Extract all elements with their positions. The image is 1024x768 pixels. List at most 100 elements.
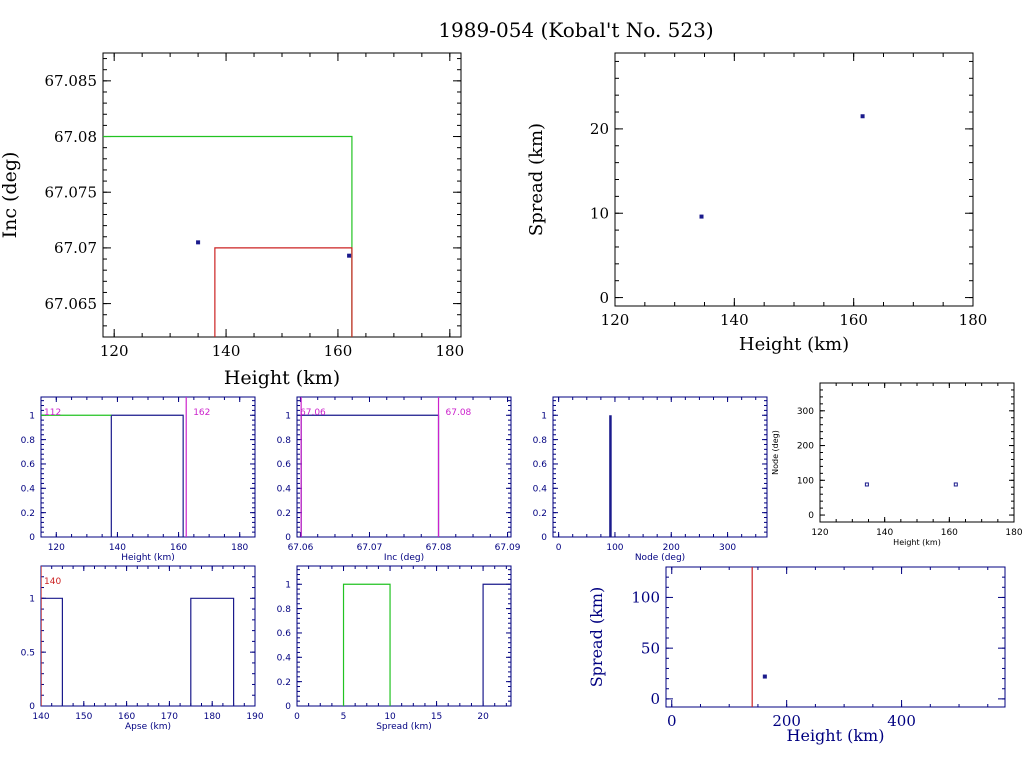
x-tick-label: 120 [48, 543, 65, 553]
plot-data [864, 482, 958, 487]
x-tick-label: 120 [811, 528, 828, 538]
y-axis-label: Node (deg) [771, 430, 780, 475]
annotation-label: 67.08 [446, 408, 472, 418]
plot-frame [102, 52, 462, 338]
x-tick-label: 160 [941, 528, 958, 538]
plot-frame [819, 382, 1015, 523]
green-box [103, 135, 353, 337]
y-tick-label: 0.5 [21, 648, 35, 658]
y-tick-label: 0.2 [21, 509, 35, 519]
plot-frame [40, 565, 256, 707]
y-tick-label: 0.8 [277, 436, 292, 446]
x-tick-label: 67.06 [288, 543, 314, 553]
x-axis-label: Node (deg) [635, 553, 685, 563]
x-tick-label: 120 [100, 342, 129, 360]
data-point [953, 482, 958, 487]
plot-frame [552, 396, 768, 538]
y-axis-label: Spread (km) [587, 587, 606, 688]
plot-node_vs_height: 120 140 160 180 0 100 200 300 Height (km) Node (d… [771, 382, 1023, 547]
y-tick-label: 0 [29, 533, 35, 543]
y-tick-label: 200 [797, 442, 814, 452]
x-tick-label: 67.07 [357, 543, 383, 553]
y-tick-label: 1 [285, 411, 291, 421]
y-tick-label: 1 [29, 594, 35, 604]
x-tick-label: 20 [477, 712, 489, 722]
x-tick-label: 0 [556, 543, 562, 553]
y-tick-label: 100 [631, 589, 660, 607]
data-point [699, 214, 704, 219]
plot-data [41, 397, 187, 537]
y-tick-label: 0 [599, 289, 609, 307]
x-axis-label: Height (km) [893, 538, 941, 547]
x-tick-label: 67.09 [495, 543, 521, 553]
annotation-label: 67.06 [300, 408, 326, 418]
plot-spread_vs_height: 120 140 160 180 0 10 20 Height (km) Spread (km) [526, 52, 988, 355]
x-tick-label: 400 [887, 712, 916, 730]
data-point [860, 114, 865, 119]
y-tick-label: 0.4 [21, 484, 36, 494]
plot-inc_vs_height: 120 140 160 180 67.065 67.07 67.075 67.08 67.085… [0, 52, 464, 389]
x-tick-label: 180 [1005, 528, 1022, 538]
x-tick-label: 140 [109, 543, 126, 553]
y-tick-label: 0.4 [533, 484, 548, 494]
y-tick-label: 0 [29, 702, 35, 712]
x-tick-label: 0 [294, 712, 300, 722]
x-axis-label: Height (km) [121, 553, 175, 563]
plot-spread_hist: 0 5 10 15 20 0 0.2 0.4 0.6 0.8 1 Spread (km) [277, 565, 512, 732]
y-tick-label: 67.065 [45, 295, 98, 313]
x-tick-label: 10 [384, 712, 396, 722]
y-tick-label: 0.8 [277, 605, 292, 615]
plot-data [103, 135, 353, 337]
y-axis-label: Inc (deg) [0, 152, 21, 239]
x-tick-label: 67.08 [426, 543, 452, 553]
x-tick-label: 0 [667, 712, 677, 730]
histogram-bar [482, 583, 511, 706]
x-tick-label: 100 [606, 543, 623, 553]
data-point [762, 674, 767, 679]
plot-data [699, 114, 865, 219]
x-axis-label: Height (km) [739, 334, 849, 355]
plot-apse_hist: 140 150 160 170 180 190 0 0.5 1 Apse (km) 140 [21, 565, 264, 732]
red-box [214, 247, 353, 337]
plot-data [41, 566, 235, 706]
y-tick-label: 0.8 [533, 436, 548, 446]
x-tick-label: 15 [431, 712, 442, 722]
x-tick-label: 200 [663, 543, 680, 553]
y-tick-label: 100 [797, 476, 814, 486]
annotation-label: 140 [44, 577, 61, 587]
x-axis-label: Inc (deg) [384, 553, 424, 563]
x-axis-label: Height (km) [787, 726, 885, 745]
plot-data [300, 397, 440, 537]
y-tick-label: 0.6 [533, 460, 548, 470]
x-tick-label: 200 [772, 712, 801, 730]
plot-frame [665, 566, 1006, 708]
y-tick-label: 1 [29, 411, 35, 421]
x-tick-label: 160 [170, 543, 187, 553]
histogram-bar [41, 597, 64, 706]
y-tick-label: 10 [590, 204, 609, 222]
y-tick-label: 1 [541, 411, 547, 421]
histogram-green-bar [342, 583, 391, 706]
y-tick-label: 67.08 [54, 128, 97, 146]
x-tick-label: 5 [341, 712, 347, 722]
y-tick-label: 0.4 [277, 653, 292, 663]
y-tick-label: 67.075 [45, 183, 98, 201]
x-tick-label: 160 [839, 311, 868, 329]
x-tick-label: 120 [601, 311, 630, 329]
x-tick-label: 190 [246, 712, 263, 722]
x-axis-label: Height (km) [224, 367, 340, 389]
y-tick-label: 0.6 [277, 460, 292, 470]
y-tick-label: 0.6 [277, 629, 292, 639]
y-tick-label: 0.4 [277, 484, 292, 494]
x-tick-label: 140 [212, 342, 241, 360]
plot-data [751, 567, 767, 707]
y-tick-label: 20 [590, 120, 609, 138]
x-tick-label: 160 [324, 342, 353, 360]
y-tick-label: 0 [541, 533, 547, 543]
y-tick-label: 1 [285, 580, 291, 590]
x-tick-label: 140 [720, 311, 749, 329]
x-tick-label: 140 [32, 712, 49, 722]
x-axis-label: Spread (km) [376, 722, 432, 732]
x-tick-label: 180 [959, 311, 988, 329]
